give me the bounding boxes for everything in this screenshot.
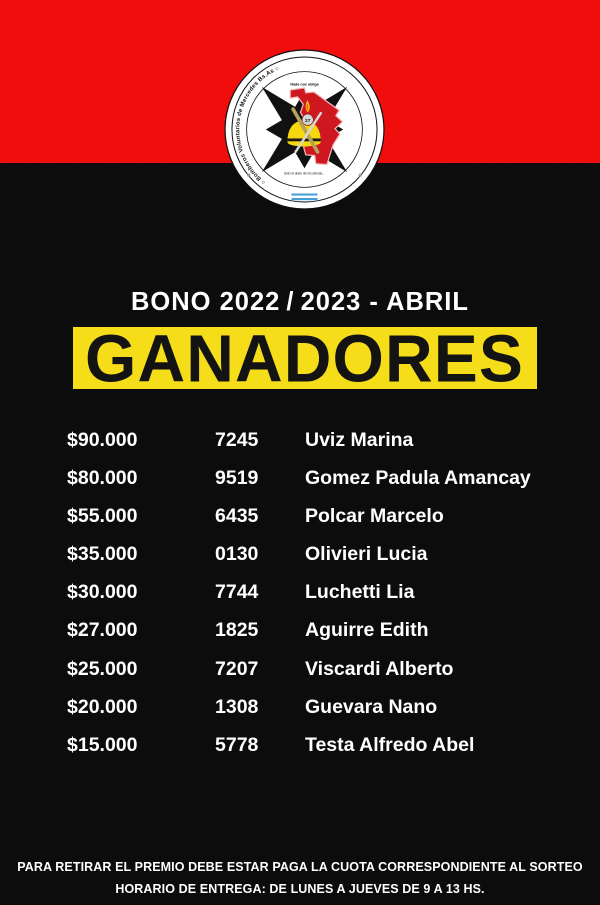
svg-text:Solo el dolor de los demás...: Solo el dolor de los demás... xyxy=(284,171,325,175)
svg-text:Nada nos obliga: Nada nos obliga xyxy=(290,82,319,86)
svg-text:27: 27 xyxy=(305,118,311,124)
